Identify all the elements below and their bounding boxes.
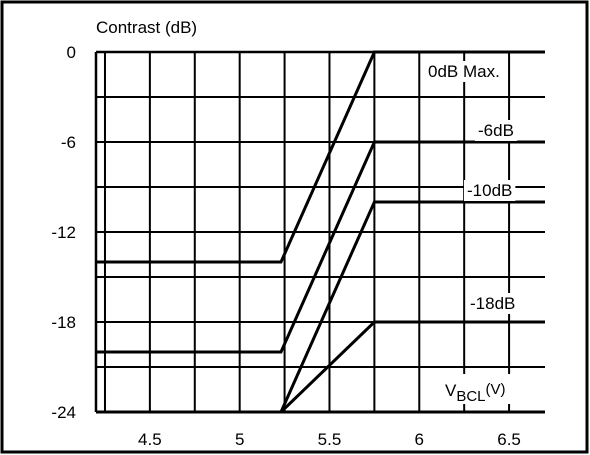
- y-tick-label: -12: [51, 223, 76, 242]
- y-tick-labels: 0 -6 -12 -18 -24: [51, 43, 76, 422]
- x-tick-label: 5: [235, 430, 244, 449]
- y-tick-label: 0: [67, 43, 76, 62]
- y-tick-label: -18: [51, 313, 76, 332]
- y-tick-label: -6: [61, 133, 76, 152]
- x-axis-title-main: V: [445, 381, 457, 400]
- series-annotation-1: -6dB: [475, 120, 517, 141]
- x-axis-title-unit: (V): [486, 381, 506, 398]
- x-tick-label: 4.5: [138, 430, 162, 449]
- annotation-background: [475, 120, 517, 141]
- series-annotation-0: 0dB Max.: [425, 61, 503, 82]
- y-axis-title: Contrast (dB): [96, 18, 197, 37]
- series-annotation-label: -10dB: [467, 181, 512, 200]
- annotation-background: [464, 180, 516, 201]
- x-tick-label: 5.5: [318, 430, 342, 449]
- series-annotation-2: -10dB: [464, 180, 516, 201]
- series-annotations: 0dB Max. -6dB -10dB -18dB: [425, 61, 519, 314]
- series-line-0: [96, 50, 545, 264]
- x-tick-label: 6.5: [497, 430, 521, 449]
- series-annotation-label: -6dB: [478, 121, 514, 140]
- x-tick-label: 6: [415, 430, 424, 449]
- annotation-background: [467, 293, 519, 314]
- series-lines: [96, 50, 545, 414]
- annotation-background: [425, 61, 503, 82]
- series-line-3: [96, 320, 545, 414]
- x-axis-title: VBCL(V): [442, 374, 544, 405]
- series-annotation-3: -18dB: [467, 293, 519, 314]
- series-line-1: [96, 140, 545, 354]
- series-annotation-label: 0dB Max.: [428, 62, 500, 81]
- y-tick-label: -24: [51, 403, 76, 422]
- x-axis-title-sub: BCL: [456, 388, 485, 405]
- x-tick-labels: 4.5 5 5.5 6 6.5: [138, 430, 521, 449]
- svg-text:VBCL(V): VBCL(V): [445, 381, 506, 405]
- series-annotation-label: -18dB: [470, 294, 515, 313]
